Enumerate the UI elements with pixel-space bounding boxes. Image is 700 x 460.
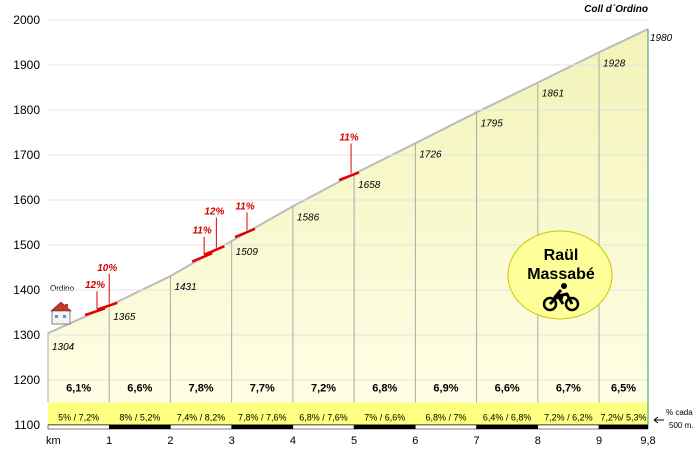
y-tick-label: 1700 [13,148,40,162]
chart-title: Coll d´Ordino [584,4,648,15]
author-first-name: Raül [544,247,579,264]
half-km-gradient-label: 7,8% / 7,6% [238,413,287,423]
x-tick-label: 9,8 [640,435,655,447]
half-km-gradient-label: 6,8% / 7% [425,413,466,423]
steep-gradient-label: 12% [85,280,105,291]
km-bar [353,424,416,430]
elevation-label: 1928 [603,58,626,69]
segment-gradient-label: 7,7% [250,383,275,395]
elevation-label: 1658 [358,180,381,191]
segment-gradient-label: 6,6% [495,383,520,395]
elevation-label: 1304 [52,342,75,353]
author-badge: Raül Massabé [507,230,613,320]
half-km-gradient-label: 5% / 7,2% [58,413,99,423]
elevation-label: 1980 [650,33,673,44]
y-tick-label: 1400 [13,283,40,297]
segment-gradient-label: 7,2% [311,383,336,395]
half-km-gradient-label: 6,8% / 7,6% [299,413,348,423]
elevation-label: 1431 [174,282,196,293]
segment-gradient-label: 6,1% [66,383,91,395]
x-tick-label: 5 [351,435,357,447]
segment-gradient-label: 6,5% [611,383,636,395]
x-tick-label: 7 [474,435,480,447]
half-km-gradient-label: 7% / 6,6% [364,413,405,423]
segment-gradient-label: 6,8% [372,383,397,395]
km-bar [292,424,355,430]
y-tick-label: 1100 [14,418,40,432]
km-bar [415,424,477,430]
km-bar [47,424,110,430]
x-tick-label: 9 [596,435,602,447]
town-icon [50,301,72,325]
elevation-label: 1726 [419,149,442,160]
y-tick-label: 1900 [13,58,40,72]
start-location-label: Ordino [50,284,75,293]
half-km-gradient-label: 7,2%/ 5,3% [600,413,646,423]
half-km-note-line1: % cada [666,408,693,417]
steep-gradient-label: 10% [97,263,117,274]
x-tick-label: 6 [412,435,418,447]
steep-section-mark [338,171,360,182]
segment-gradient-label: 6,6% [127,383,152,395]
segment-gradient-label: 6,7% [556,383,581,395]
x-tick-label: 2 [167,435,173,447]
x-tick-label: 4 [290,435,296,447]
x-tick-label: 3 [229,435,235,447]
author-badge-ellipse [507,230,613,320]
segment-gradient-label: 7,8% [189,383,214,395]
half-km-gradient-label: 7,4% / 8,2% [177,413,226,423]
y-tick-label: 1500 [13,238,40,252]
x-tick-label: 8 [535,435,541,447]
km-bar [231,424,294,430]
half-km-note-line2: 500 m. [669,421,693,430]
steep-gradient-label: 11% [339,133,358,144]
y-tick-label: 1200 [13,373,40,387]
half-km-gradient-label: 8% / 5,2% [119,413,160,423]
elevation-label: 1861 [542,89,564,100]
profile-area [48,29,648,425]
elevation-label: 1509 [236,247,259,258]
segment-gradient-label: 6,9% [433,383,458,395]
y-tick-label: 1300 [13,328,40,342]
elevation-label: 1365 [113,312,136,323]
half-km-gradient-label: 6,4% / 6,8% [483,413,532,423]
y-tick-label: 1800 [13,103,40,117]
steep-gradient-label: 11% [235,201,254,212]
km-bar [108,424,171,430]
steep-gradient-label: 12% [204,207,224,218]
half-km-band [48,402,648,425]
km-bar [537,424,600,430]
steep-section-mark [234,227,256,239]
steep-section-mark [96,301,118,311]
x-axis-label: km [46,435,61,447]
y-tick-label: 1600 [13,193,40,207]
steep-section-mark [84,307,106,317]
elevation-label: 1586 [297,212,320,223]
km-bar [170,424,232,430]
km-bar [598,424,649,430]
km-bar [476,424,539,430]
elevation-label: 1795 [481,118,504,129]
steep-section-mark [191,252,213,263]
steep-gradient-label: 11% [192,226,211,237]
cyclist-icon [542,283,580,312]
steep-section-mark [203,245,225,256]
x-tick-label: 1 [106,435,112,447]
half-km-gradient-label: 7,2% / 6,2% [544,413,593,423]
author-last-name: Massabé [527,266,595,283]
band-arrow-icon [653,416,664,424]
y-tick-label: 2000 [13,13,40,27]
